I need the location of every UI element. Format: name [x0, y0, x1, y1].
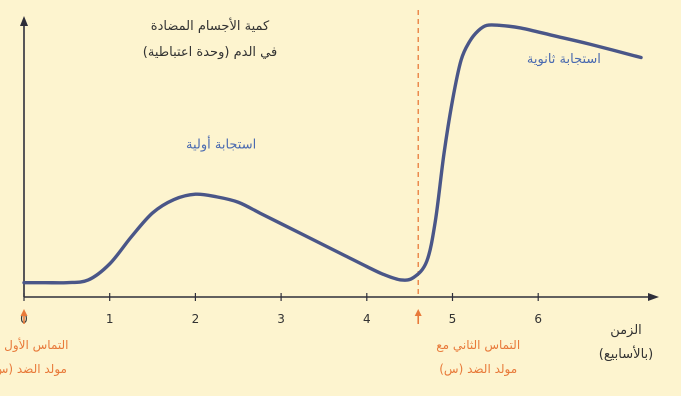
event-label: مولد الضد (س)	[439, 362, 517, 377]
response-annotation: استجابة أولية	[186, 136, 256, 153]
y-axis-label: كمية الأجسام المضادة	[151, 17, 270, 34]
x-tick-label: 1	[106, 312, 114, 326]
x-tick-label: 5	[449, 312, 457, 326]
x-tick-label: 3	[277, 312, 285, 326]
x-axis-label: الزمن	[610, 323, 642, 338]
x-axis-label: (بالأسابيع)	[599, 345, 653, 362]
event-arrow-head	[414, 309, 422, 316]
y-axis-label: في الدم (وحدة اعتباطية)	[143, 45, 277, 60]
x-axis-arrow	[648, 293, 659, 301]
response-annotation: استجابة ثانوية	[527, 52, 601, 67]
event-arrow-head	[20, 309, 28, 316]
antibody-curve	[22, 23, 643, 285]
event-label: التماس الثاني مع	[436, 338, 520, 353]
x-tick-label: 2	[192, 312, 200, 326]
event-label: مولد الضد (س)	[0, 362, 67, 377]
x-tick-label: 4	[363, 312, 371, 326]
y-axis-arrow	[20, 16, 28, 26]
event-label: التماس الأول مع	[0, 337, 69, 353]
x-tick-label: 6	[534, 312, 542, 326]
